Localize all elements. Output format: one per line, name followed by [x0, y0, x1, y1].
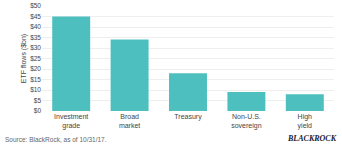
svg-text:$15: $15 [30, 76, 41, 83]
svg-text:$5: $5 [34, 97, 42, 104]
svg-text:$10: $10 [30, 86, 41, 93]
svg-text:$0: $0 [34, 107, 42, 114]
svg-text:BLACKROCK: BLACKROCK [287, 134, 337, 143]
svg-text:$20: $20 [30, 65, 41, 72]
svg-text:$30: $30 [30, 44, 41, 51]
svg-text:$35: $35 [30, 34, 41, 41]
svg-text:ETF flows ($bn): ETF flows ($bn) [20, 34, 28, 83]
svg-text:$25: $25 [30, 55, 41, 62]
svg-text:Non-U.S.sovereign: Non-U.S.sovereign [231, 113, 261, 130]
svg-text:Investmentgrade: Investmentgrade [54, 113, 88, 130]
svg-text:$40: $40 [30, 23, 41, 30]
svg-text:Treasury: Treasury [174, 113, 202, 121]
svg-text:$45: $45 [30, 13, 41, 20]
svg-text:$50: $50 [30, 2, 41, 9]
svg-text:Highyield: Highyield [298, 113, 313, 130]
svg-text:Source: BlackRock, as of 10/31: Source: BlackRock, as of 10/31/17. [5, 136, 107, 143]
svg-text:Broadmarket: Broadmarket [119, 113, 140, 129]
